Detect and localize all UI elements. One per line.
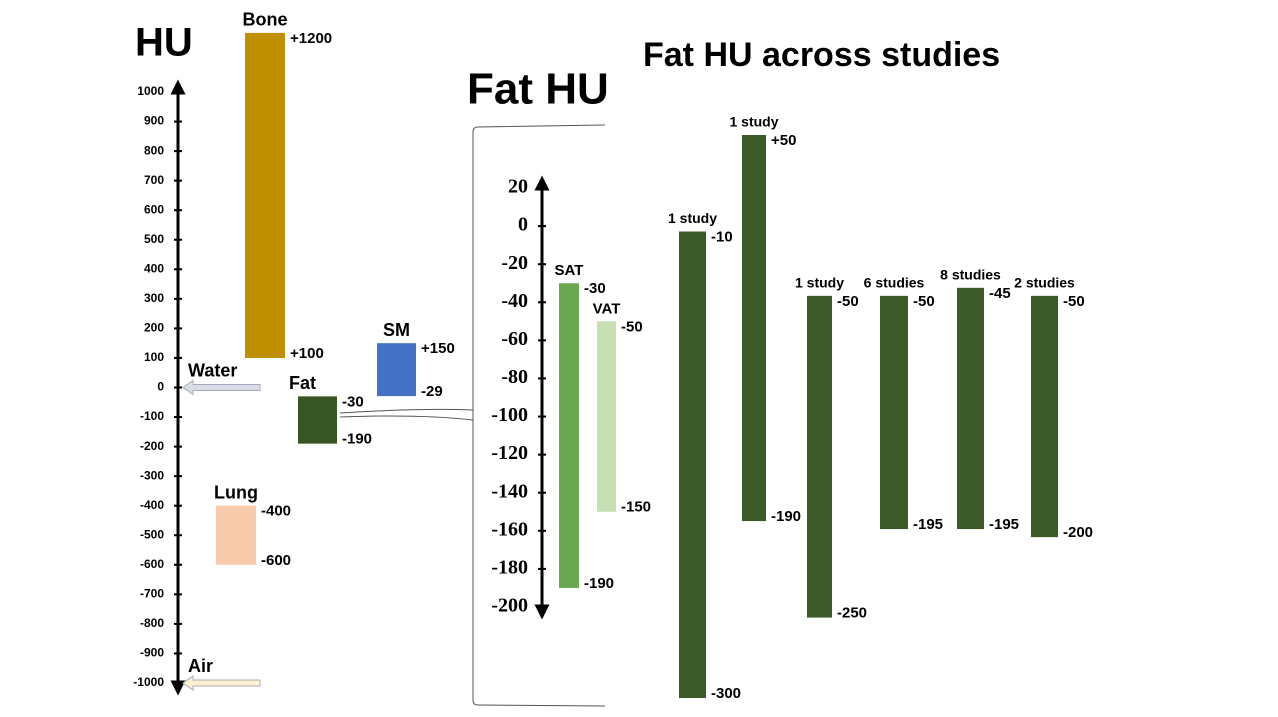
y-tick-label: -160	[491, 518, 528, 540]
value-label: -30	[342, 393, 364, 410]
y-tick-label: -120	[491, 442, 528, 464]
bar-label: VAT	[593, 300, 621, 317]
range-bar	[245, 32, 285, 358]
y-tick-label: -80	[501, 366, 528, 388]
value-label: -30	[584, 280, 606, 297]
annotation-label: Air	[188, 656, 213, 676]
y-tick-label: -200	[140, 439, 164, 453]
range-bar	[880, 295, 908, 530]
annotation-label: Water	[188, 360, 237, 380]
value-label: +50	[771, 132, 796, 149]
value-label: +1200	[290, 30, 332, 47]
bar-label: 1 study	[668, 210, 717, 226]
value-label: -195	[989, 516, 1019, 533]
range-bar	[216, 505, 256, 565]
y-tick-label: -100	[491, 404, 528, 426]
value-label: -250	[837, 605, 867, 622]
y-tick-label: 0	[157, 380, 164, 394]
y-tick-label: 900	[144, 114, 164, 128]
value-label: -190	[584, 575, 614, 592]
annotation-arrow	[182, 675, 261, 691]
chart-title: Fat HU	[467, 65, 609, 114]
y-tick-label: 600	[144, 202, 164, 216]
value-label: -50	[913, 293, 935, 310]
bar-label: SM	[383, 320, 410, 340]
y-tick-label: -900	[140, 646, 164, 660]
value-label: -50	[837, 293, 859, 310]
zoom-connector	[339, 415, 474, 421]
range-bar	[679, 231, 706, 698]
y-tick-label: 0	[518, 214, 528, 236]
range-bar	[957, 287, 984, 530]
y-tick-label: -500	[140, 527, 164, 541]
bar-label: 2 studies	[1014, 275, 1075, 291]
range-bar	[807, 295, 832, 618]
zoom-connector	[339, 408, 474, 414]
range-bar	[377, 343, 416, 397]
y-tick-label: 800	[144, 143, 164, 157]
value-label: -200	[1063, 524, 1093, 541]
y-tick-label: -300	[140, 468, 164, 482]
y-tick-label: -200	[491, 595, 528, 617]
bar-label: Lung	[214, 482, 258, 502]
chart-title: Fat HU across studies	[643, 36, 1000, 74]
y-tick-label: -700	[140, 587, 164, 601]
y-tick-label: -600	[140, 557, 164, 571]
value-label: -300	[711, 685, 741, 702]
value-label: -50	[1063, 293, 1085, 310]
range-bar	[298, 396, 337, 444]
bar-label: SAT	[555, 262, 584, 279]
bar-label: Fat	[289, 373, 316, 393]
bar-label: 6 studies	[864, 275, 925, 291]
y-tick-label: -60	[501, 328, 528, 350]
value-label: -29	[421, 383, 443, 400]
y-tick-label: 1000	[137, 84, 164, 98]
y-tick-label: -140	[491, 480, 528, 502]
value-label: +100	[290, 345, 324, 362]
zoom-bracket	[472, 124, 606, 707]
range-bar	[597, 321, 616, 512]
y-tick-label: -20	[501, 252, 528, 274]
value-label: -10	[711, 228, 733, 245]
value-label: -600	[261, 552, 291, 569]
value-label: -190	[771, 508, 801, 525]
chart-title: HU	[135, 21, 193, 65]
y-tick-label: 400	[144, 261, 164, 275]
y-tick-label: -180	[491, 557, 528, 579]
bar-label: 1 study	[795, 275, 844, 291]
bar-label: 1 study	[729, 114, 778, 130]
y-tick-label: -100	[140, 409, 164, 423]
value-label: -195	[913, 516, 943, 533]
y-tick-label: -40	[501, 290, 528, 312]
range-bar	[742, 135, 766, 522]
range-bar	[559, 283, 579, 588]
value-label: -190	[342, 431, 372, 448]
y-tick-label: 20	[508, 176, 528, 198]
y-tick-label: -1000	[133, 675, 164, 689]
value-label: -45	[989, 285, 1011, 302]
y-tick-label: -400	[140, 498, 164, 512]
value-label: -150	[621, 499, 651, 516]
y-tick-label: 500	[144, 232, 164, 246]
y-tick-label: 700	[144, 173, 164, 187]
y-tick-label: 300	[144, 291, 164, 305]
bar-label: Bone	[243, 10, 288, 30]
bar-label: 8 studies	[940, 267, 1001, 283]
y-tick-label: 100	[144, 350, 164, 364]
value-label: +150	[421, 340, 455, 357]
annotation-arrow	[182, 379, 261, 396]
value-label: -50	[621, 318, 643, 335]
value-label: -400	[261, 503, 291, 520]
y-tick-label: 200	[144, 321, 164, 335]
range-bar	[1031, 295, 1058, 538]
y-tick-label: -800	[140, 616, 164, 630]
